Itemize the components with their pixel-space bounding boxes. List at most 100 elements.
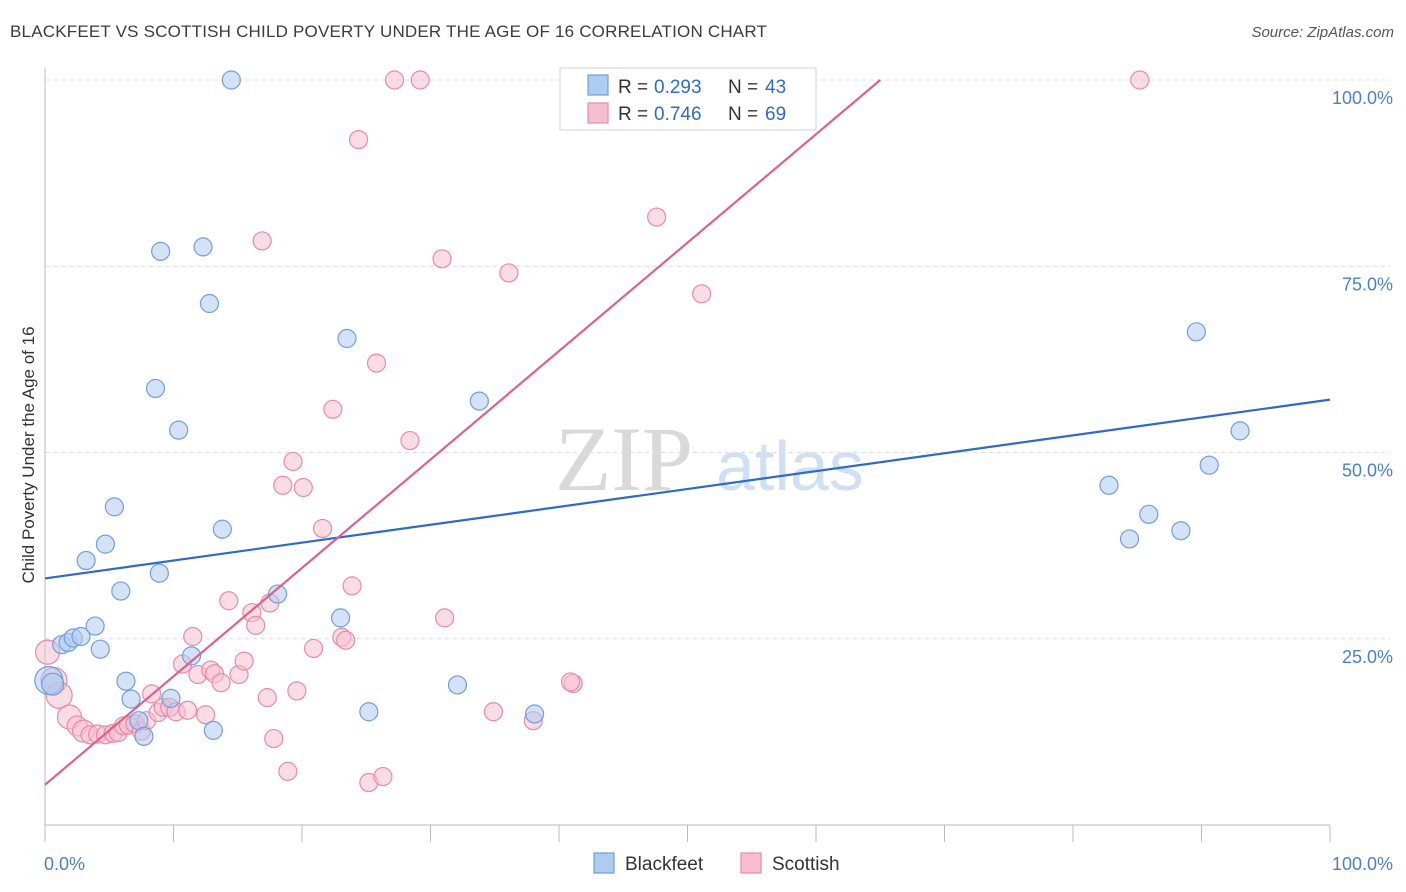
blackfeet-point [169,420,189,440]
blackfeet-point [199,293,220,314]
blackfeet-point [85,616,105,636]
y-tick-label: 25.0% [1342,647,1393,667]
scottish-point [219,591,239,611]
legend-r-label: R = [618,77,648,98]
trend-lines [44,79,1331,786]
scottish-point [336,630,356,650]
bottom-legend-scottish: Scottish [772,854,840,875]
bottom-legend-swatch-blackfeet [593,852,615,874]
x-tick-label: 100.0% [1332,854,1393,874]
y-tick-label: 75.0% [1342,274,1393,294]
blackfeet-point [90,639,110,659]
scottish-point [183,626,203,647]
scottish-point [483,702,504,722]
scottish-point [252,231,272,251]
blackfeet-point [161,688,181,708]
blackfeet-point [267,584,288,604]
blackfeet-point [95,534,115,554]
scottish-point [257,688,277,708]
legend-swatch-scottish [587,102,609,124]
chart-title: BLACKFEET VS SCOTTISH CHILD POVERTY UNDE… [10,22,768,41]
scottish-point [273,475,293,495]
legend-swatch-blackfeet [587,74,609,96]
scottish-point [692,284,712,304]
scottish-point [435,608,455,628]
legend: R = 0.293 N = 43 R = 0.746 N = 69 [559,67,817,131]
blackfeet-point [116,671,136,691]
legend-r-value: 0.293 [654,77,702,98]
bottom-legend: Blackfeet Scottish [593,852,840,875]
scottish-point [373,766,393,787]
blackfeet-point [1230,421,1250,441]
scottish-point [348,130,369,150]
legend-r-value: 0.746 [654,104,702,125]
scottish-point [246,615,266,635]
watermark: ZIP atlas [555,408,864,510]
blackfeet-point [145,378,166,399]
blackfeet-point [1119,529,1140,549]
scottish-point [410,70,430,90]
blackfeet-point [104,497,124,517]
blackfeet-point [212,519,232,539]
y-axis-label: Child Poverty Under the Age of 16 [19,326,38,583]
blackfeet-point [221,70,241,90]
bottom-legend-blackfeet: Blackfeet [625,854,704,875]
bottom-legend-swatch-scottish [740,852,762,874]
scottish-point [196,705,216,725]
x-tick-label: 0.0% [44,854,85,874]
blackfeet-point [41,672,65,696]
scottish-point [283,451,303,472]
blackfeet-point [71,626,91,647]
scottish-point [432,249,452,269]
scottish-point [560,672,581,692]
blackfeet-point [111,581,131,601]
blackfeet-point [203,720,223,740]
blackfeet-point [1099,475,1119,495]
y-tick-label: 50.0% [1342,461,1393,481]
blackfeet-point [469,391,489,411]
grid-lines [45,79,1390,640]
blackfeet-point [524,704,545,724]
scottish-point [287,681,307,701]
scottish-point [647,207,667,227]
scottish-point [384,70,405,90]
blackfeet-trend-line [44,398,1331,580]
blackfeet-point [134,726,154,746]
scottish-point [499,263,519,283]
blackfeet-point [1186,322,1206,342]
scottish-point [1130,70,1150,90]
scottish-point [278,761,298,781]
blackfeet-point [447,675,468,695]
scottish-point [234,651,254,671]
scottish-point [323,399,343,419]
blackfeet-point [1171,521,1191,541]
scottish-point [264,728,284,749]
scottish-point [178,700,198,720]
blackfeet-point [149,563,169,583]
blackfeet-point [337,328,357,349]
blackfeet-point [76,550,96,571]
legend-n-label: N = [728,104,758,125]
blackfeet-point [151,241,171,261]
blackfeet-point [330,608,351,628]
scottish-point [211,673,231,693]
blackfeet-point [193,237,213,257]
axes [44,68,1331,842]
watermark-zip: ZIP [555,408,693,510]
legend-n-label: N = [728,77,758,98]
scottish-point [293,477,313,498]
scottish-point [303,638,324,659]
scottish-point [366,353,387,373]
blackfeet-point [1139,504,1159,524]
scottish-point [342,576,362,596]
scottish-trend-line [44,79,881,786]
legend-n-value: 69 [765,104,786,125]
legend-n-value: 43 [765,77,786,98]
y-tick-label: 100.0% [1332,88,1393,108]
y-tick-labels: 100.0% 75.0% 50.0% 25.0% [1332,88,1393,667]
scottish-point [400,430,420,451]
scottish-point [312,518,333,539]
blackfeet-point [121,689,141,709]
blackfeet-point [1199,455,1219,475]
